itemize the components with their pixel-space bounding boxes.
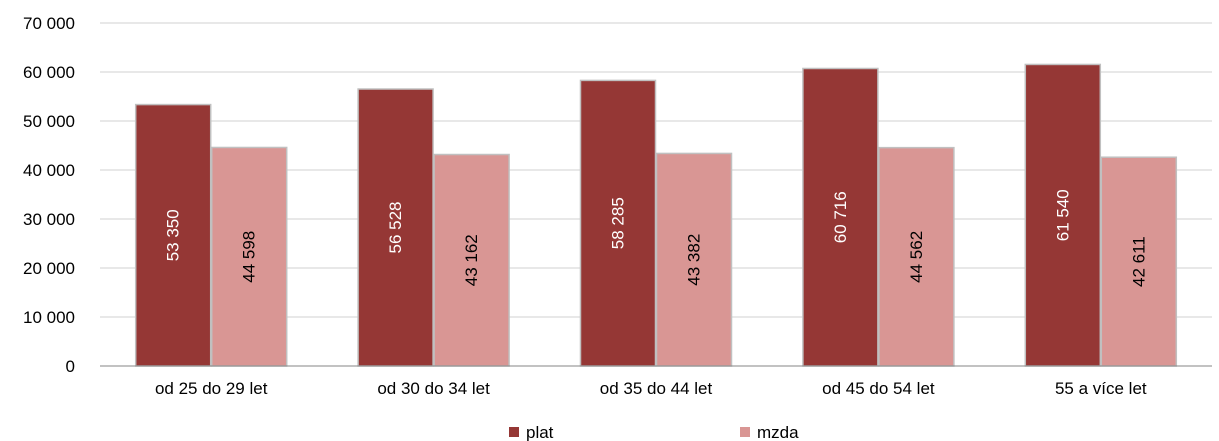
data-label-mzda: 43 382 (685, 234, 704, 286)
category-label: od 45 do 54 let (822, 379, 935, 398)
category-labels: od 25 do 29 let od 30 do 34 let od 35 do 4… (155, 379, 1147, 398)
legend-swatch-plat (509, 427, 519, 437)
y-tick-label: 0 (66, 357, 75, 376)
data-label-plat: 53 350 (164, 209, 183, 261)
bar-mzda (210, 146, 288, 367)
y-tick-label: 30 000 (23, 210, 75, 229)
category-label: 55 a více let (1055, 379, 1147, 398)
bars (134, 63, 1178, 367)
data-label-mzda: 43 162 (462, 234, 481, 286)
category-label: od 25 do 29 let (155, 379, 268, 398)
bar-plat (579, 79, 657, 367)
data-label-plat: 61 540 (1053, 189, 1072, 241)
legend-label-mzda: mzda (757, 423, 799, 441)
data-label-plat: 56 528 (386, 202, 405, 254)
category-label: od 30 do 34 let (377, 379, 490, 398)
y-tick-label: 60 000 (23, 63, 75, 82)
y-tick-label: 70 000 (23, 14, 75, 33)
bar-mzda (1100, 156, 1178, 367)
bar-plat (357, 88, 434, 367)
y-axis-tick-labels: 0 10 000 20 000 30 000 40 000 50 000 60 000 70 … (23, 14, 75, 376)
y-tick-label: 20 000 (23, 259, 75, 278)
data-label-plat: 60 716 (831, 191, 850, 243)
data-label-mzda: 44 562 (907, 231, 926, 283)
data-label-plat: 58 285 (609, 197, 628, 249)
legend: plat mzda (509, 423, 799, 441)
y-tick-label: 10 000 (23, 308, 75, 327)
bar-mzda (878, 146, 955, 367)
bar-mzda (433, 153, 510, 367)
data-labels: 53 350 44 598 56 528 43 162 58 285 43 382 60 7… (164, 189, 1149, 287)
bar-plat (802, 67, 879, 367)
legend-label-plat: plat (526, 423, 554, 441)
category-label: od 35 do 44 let (600, 379, 713, 398)
data-label-mzda: 44 598 (240, 231, 259, 283)
data-label-mzda: 42 611 (1129, 236, 1148, 287)
y-tick-label: 40 000 (23, 161, 75, 180)
legend-swatch-mzda (740, 427, 750, 437)
y-tick-label: 50 000 (23, 112, 75, 131)
bar-mzda (655, 152, 733, 367)
